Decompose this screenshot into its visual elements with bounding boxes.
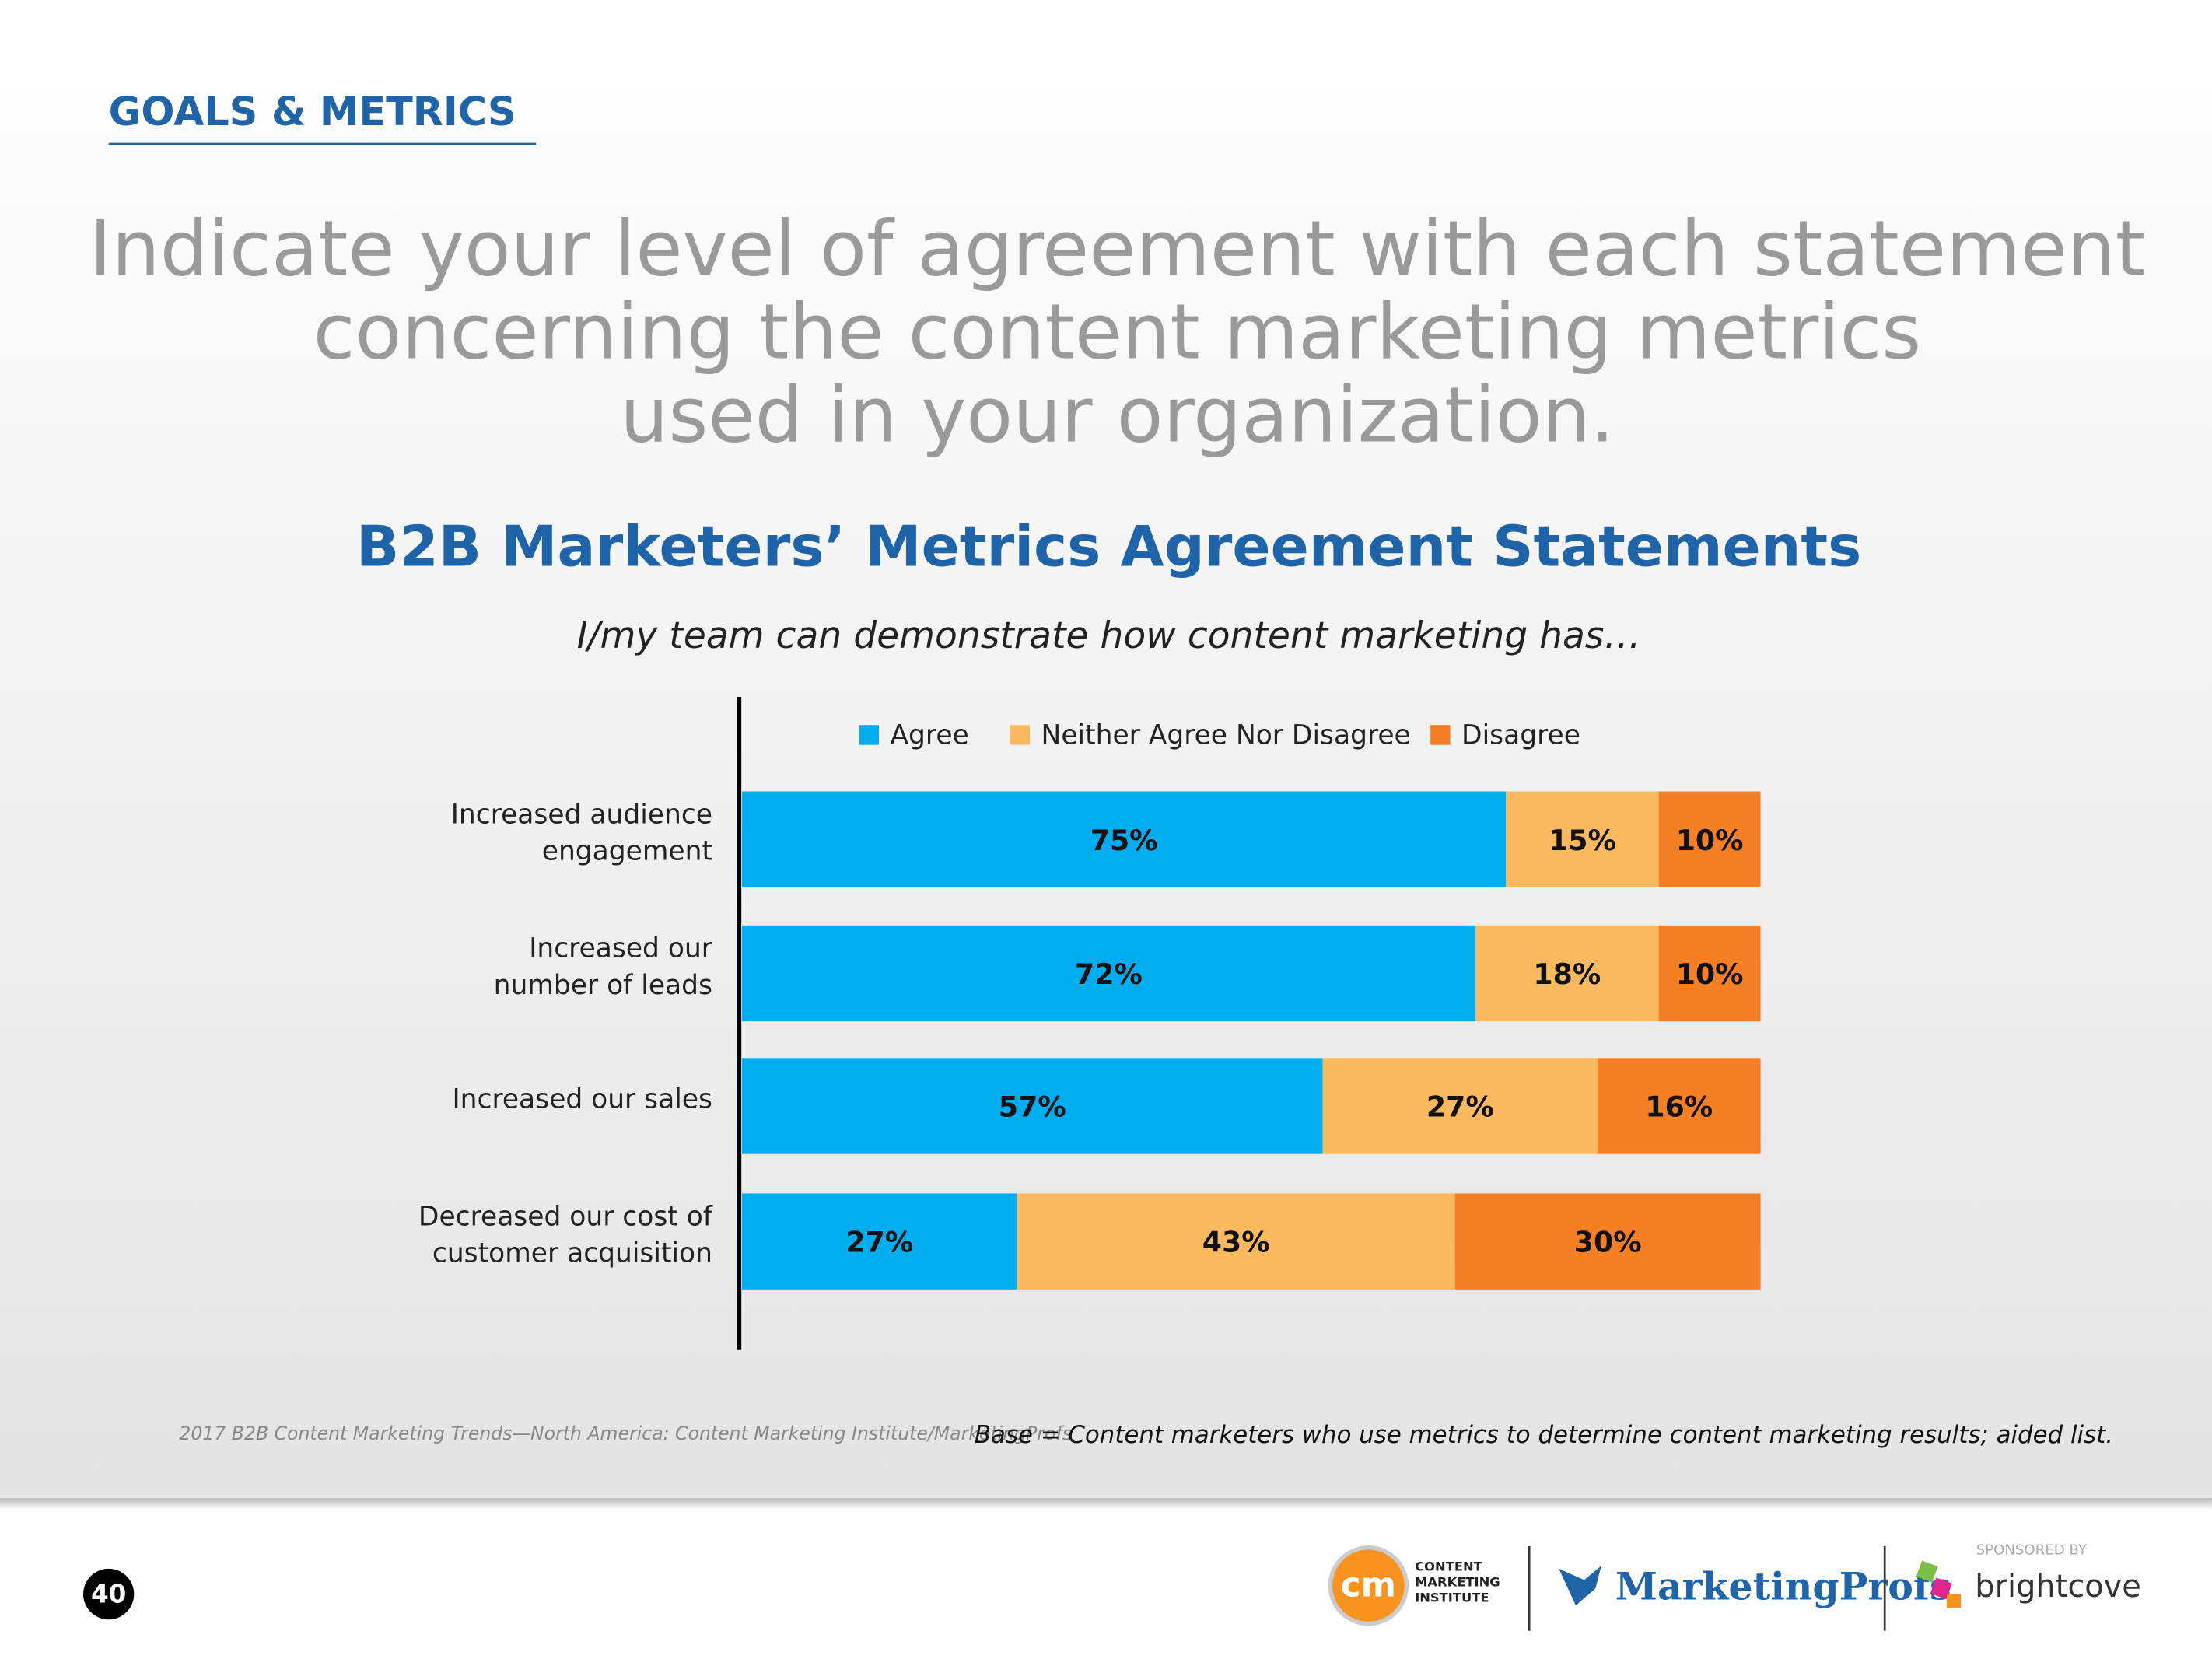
bar-segment	[1454, 1193, 1761, 1290]
value-label: 10%	[1676, 957, 1744, 991]
chart-subtitle: I/my team can demonstrate how content ma…	[577, 614, 1641, 657]
page-number-badge	[83, 1568, 135, 1620]
question-line: concerning the content marketing metrics	[313, 288, 1922, 376]
cmi-logo	[1328, 1545, 1409, 1626]
marketingprofs-logo: MarketingProfs	[1615, 1564, 1951, 1609]
value-label: 18%	[1533, 957, 1601, 991]
footer-shadow	[0, 1498, 2212, 1510]
question-line: Indicate your level of agreement with ea…	[89, 205, 2145, 293]
cmi-name: MARKETING	[1415, 1575, 1500, 1590]
value-label: 75%	[1090, 824, 1158, 857]
cmi-name: CONTENT	[1415, 1559, 1482, 1574]
value-label: 57%	[999, 1090, 1066, 1124]
legend-label: Disagree	[1461, 719, 1580, 751]
brightcove-icon	[1947, 1594, 1962, 1608]
category-label: Increased audience engagement	[451, 799, 712, 866]
marketingprofs-bird	[1559, 1566, 1601, 1606]
value-label: 72%	[1075, 957, 1143, 991]
category-label: Increased our number of leads	[494, 933, 713, 1000]
bar-segment	[742, 1058, 1323, 1154]
bar-segment	[1598, 1058, 1761, 1154]
bar-segment	[1475, 925, 1659, 1022]
base-note: Base = Content marketers who use metrics…	[975, 1421, 2113, 1449]
bar-segment	[1322, 1058, 1598, 1154]
value-label: 43%	[1202, 1226, 1270, 1259]
footer-band	[0, 1500, 2212, 1659]
legend-swatch	[1430, 725, 1451, 745]
bar-segment	[1658, 925, 1761, 1022]
legend-label: Agree	[890, 719, 968, 751]
value-label: 30%	[1574, 1226, 1642, 1259]
legend-swatch	[1010, 725, 1031, 745]
legend-swatch	[859, 725, 879, 745]
section-title: GOALS & METRICS	[109, 89, 516, 135]
bar-segment	[742, 1193, 1017, 1290]
legend-label: Neither Agree Nor Disagree	[1041, 719, 1411, 751]
bar-segment	[1506, 791, 1659, 887]
bar-segment	[742, 791, 1507, 887]
source-note: 2017 B2B Content Marketing Trends—North …	[179, 1423, 1072, 1444]
sponsored-by: SPONSORED BY	[1976, 1542, 2088, 1558]
bar-segment	[742, 925, 1475, 1022]
value-label: 15%	[1549, 824, 1616, 857]
chart-title: B2B Marketers’ Metrics Agreement Stateme…	[356, 514, 1861, 579]
value-label: 10%	[1676, 824, 1744, 857]
category-label: Decreased our cost of customer acquisitio…	[418, 1201, 713, 1269]
value-label: 27%	[845, 1226, 913, 1259]
bar-segment	[1017, 1193, 1455, 1290]
cmi-mark: cm	[1341, 1566, 1396, 1605]
value-label: 16%	[1645, 1090, 1713, 1124]
value-label: 27%	[1426, 1090, 1494, 1124]
question-line: used in your organization.	[620, 371, 1615, 460]
page-number: 40	[91, 1579, 126, 1608]
cmi-name: INSTITUTE	[1415, 1591, 1489, 1605]
bar-segment	[1658, 791, 1761, 887]
brightcove-icon	[1930, 1577, 1952, 1600]
brightcove-logo: brightcove	[1975, 1569, 2141, 1605]
category-label: Increased our sales	[453, 1083, 712, 1115]
brightcove-icon	[1916, 1560, 1938, 1583]
